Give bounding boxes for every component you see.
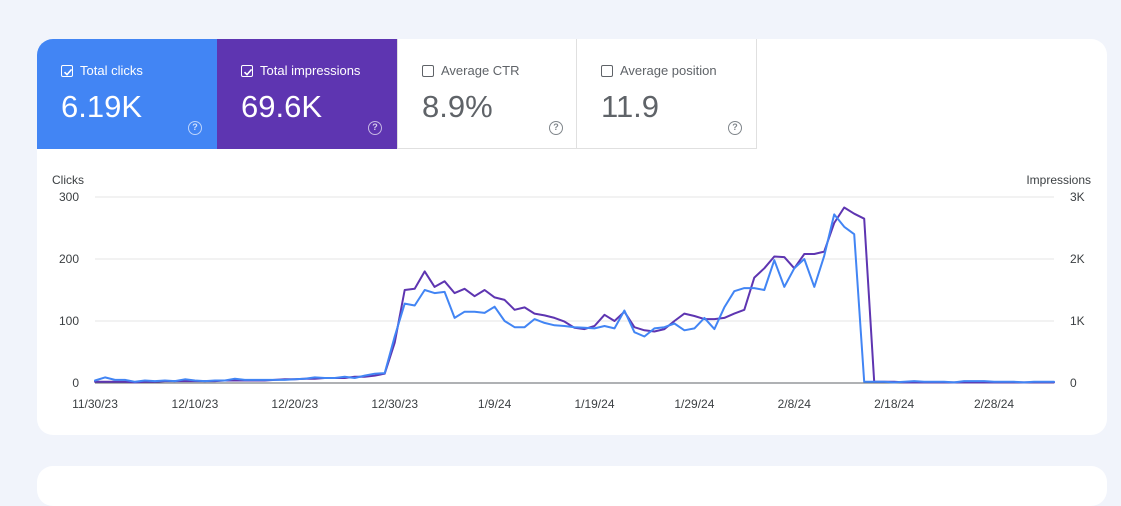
x-tick-label: 12/30/23 xyxy=(371,397,418,411)
right-axis-title: Impressions xyxy=(1026,173,1091,187)
metric-value: 6.19K xyxy=(61,89,143,124)
x-tick-label: 2/18/24 xyxy=(874,397,914,411)
metric-total-impressions[interactable]: Total impressions 69.6K ? xyxy=(217,39,397,149)
performance-card: Total clicks 6.19K ? Total impressions 6… xyxy=(37,39,1107,435)
y-tick-label-left: 300 xyxy=(59,190,79,204)
x-tick-label: 2/28/24 xyxy=(974,397,1014,411)
question-circle-icon[interactable]: ? xyxy=(368,121,382,135)
series-line-clicks xyxy=(94,213,1055,384)
metric-total-clicks[interactable]: Total clicks 6.19K ? xyxy=(37,39,217,149)
metric-value: 8.9% xyxy=(422,89,493,124)
x-tick-label: 11/30/23 xyxy=(72,397,118,411)
y-tick-label-right: 2K xyxy=(1070,252,1085,266)
checkbox-unchecked-icon[interactable] xyxy=(601,65,613,77)
y-tick-label-right: 1K xyxy=(1070,314,1085,328)
metric-tabs: Total clicks 6.19K ? Total impressions 6… xyxy=(37,39,757,149)
secondary-card xyxy=(37,466,1107,506)
metric-label: Average CTR xyxy=(441,63,520,78)
x-tick-label: 1/19/24 xyxy=(574,397,614,411)
metric-value: 11.9 xyxy=(601,89,660,124)
y-tick-label-left: 200 xyxy=(59,252,79,266)
x-tick-label: 1/9/24 xyxy=(478,397,512,411)
metric-label: Total clicks xyxy=(80,63,143,78)
question-circle-icon[interactable]: ? xyxy=(549,121,563,135)
x-tick-label: 1/29/24 xyxy=(674,397,714,411)
y-tick-label-right: 0 xyxy=(1070,376,1077,390)
x-tick-label: 12/20/23 xyxy=(271,397,318,411)
y-tick-label-left: 100 xyxy=(59,314,79,328)
metric-label: Average position xyxy=(620,63,717,78)
series-line-impressions xyxy=(94,206,1055,384)
checkbox-checked-icon[interactable] xyxy=(61,65,73,77)
metric-average-ctr[interactable]: Average CTR 8.9% ? xyxy=(397,39,577,149)
left-axis-title: Clicks xyxy=(52,173,84,187)
metric-label: Total impressions xyxy=(260,63,361,78)
performance-chart: Clicks Impressions 0 0 100 1K 200 2K 300 3K 11/30/… xyxy=(52,173,1091,411)
x-tick-label: 2/8/24 xyxy=(778,397,812,411)
question-circle-icon[interactable]: ? xyxy=(188,121,202,135)
checkbox-unchecked-icon[interactable] xyxy=(422,65,434,77)
x-tick-label: 12/10/23 xyxy=(172,397,219,411)
metric-value: 69.6K xyxy=(241,89,323,124)
y-tick-label-right: 3K xyxy=(1070,190,1085,204)
y-tick-label-left: 0 xyxy=(72,376,79,390)
checkbox-checked-icon[interactable] xyxy=(241,65,253,77)
question-circle-icon[interactable]: ? xyxy=(728,121,742,135)
metric-average-position[interactable]: Average position 11.9 ? xyxy=(577,39,757,149)
